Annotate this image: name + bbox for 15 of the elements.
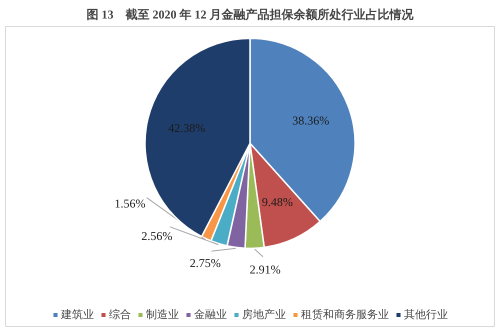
legend-label: 租赁和商务服务业 <box>301 308 389 322</box>
data-label: 42.38% <box>168 121 206 136</box>
data-label: 1.56% <box>114 196 146 211</box>
data-label: 9.48% <box>262 194 293 209</box>
chart-title: 图 13 截至 2020 年 12 月金融产品担保余额所处行业占比情况 <box>86 8 414 22</box>
data-label: 2.75% <box>190 256 221 270</box>
data-label: 38.36% <box>292 113 330 128</box>
data-label: 2.56% <box>141 229 172 244</box>
legend-label: 房地产业 <box>242 308 286 322</box>
legend-label: 综合 <box>109 308 131 322</box>
legend-label: 建筑业 <box>61 308 94 322</box>
legend-label: 金融业 <box>194 308 227 322</box>
legend-label: 制造业 <box>146 308 179 322</box>
legend-label: 其他行业 <box>404 308 448 322</box>
data-label: 2.91% <box>250 262 281 276</box>
